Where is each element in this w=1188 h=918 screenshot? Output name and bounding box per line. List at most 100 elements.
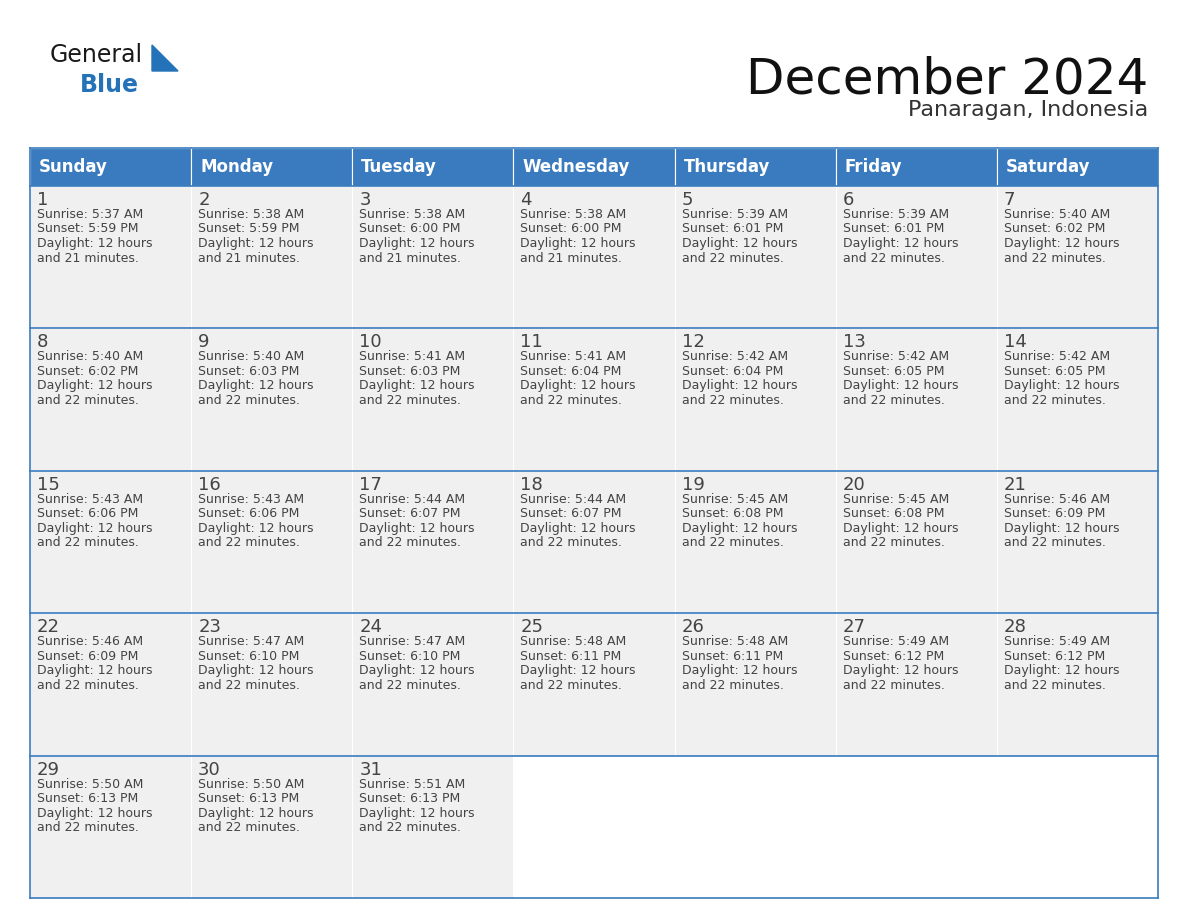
Bar: [675, 613, 835, 756]
Text: and 21 minutes.: and 21 minutes.: [37, 252, 139, 264]
Text: Sunset: 6:02 PM: Sunset: 6:02 PM: [1004, 222, 1105, 236]
Text: Sunset: 6:11 PM: Sunset: 6:11 PM: [520, 650, 621, 663]
Text: 19: 19: [682, 476, 704, 494]
Text: Sunrise: 5:49 AM: Sunrise: 5:49 AM: [1004, 635, 1110, 648]
Text: Sunrise: 5:40 AM: Sunrise: 5:40 AM: [1004, 208, 1110, 221]
Bar: [513, 613, 675, 756]
Text: 24: 24: [359, 618, 383, 636]
Text: 27: 27: [842, 618, 866, 636]
Text: Sunrise: 5:50 AM: Sunrise: 5:50 AM: [37, 778, 144, 790]
Text: and 22 minutes.: and 22 minutes.: [37, 394, 139, 407]
Text: 4: 4: [520, 191, 532, 209]
Text: 29: 29: [37, 761, 61, 778]
Text: Sunset: 5:59 PM: Sunset: 5:59 PM: [37, 222, 139, 236]
Bar: [513, 186, 675, 329]
Bar: [30, 471, 191, 613]
Text: Panaragan, Indonesia: Panaragan, Indonesia: [908, 100, 1148, 120]
Text: Sunset: 6:06 PM: Sunset: 6:06 PM: [198, 508, 299, 521]
Text: Sunrise: 5:39 AM: Sunrise: 5:39 AM: [682, 208, 788, 221]
Text: Daylight: 12 hours: Daylight: 12 hours: [198, 521, 314, 535]
Text: Daylight: 12 hours: Daylight: 12 hours: [842, 237, 959, 250]
Text: and 22 minutes.: and 22 minutes.: [682, 536, 783, 549]
Text: Sunrise: 5:41 AM: Sunrise: 5:41 AM: [359, 351, 466, 364]
Text: Sunrise: 5:41 AM: Sunrise: 5:41 AM: [520, 351, 626, 364]
Text: Sunrise: 5:40 AM: Sunrise: 5:40 AM: [198, 351, 304, 364]
Bar: [191, 613, 353, 756]
Text: Sunset: 6:07 PM: Sunset: 6:07 PM: [359, 508, 461, 521]
Text: and 22 minutes.: and 22 minutes.: [842, 394, 944, 407]
Text: Sunrise: 5:45 AM: Sunrise: 5:45 AM: [682, 493, 788, 506]
Text: 9: 9: [198, 333, 209, 352]
Text: Sunrise: 5:47 AM: Sunrise: 5:47 AM: [198, 635, 304, 648]
Bar: [997, 148, 1158, 186]
Bar: [513, 148, 675, 186]
Text: Sunset: 6:04 PM: Sunset: 6:04 PM: [520, 364, 621, 378]
Text: Sunday: Sunday: [39, 158, 108, 176]
Text: Daylight: 12 hours: Daylight: 12 hours: [359, 379, 475, 392]
Bar: [513, 329, 675, 471]
Text: Daylight: 12 hours: Daylight: 12 hours: [520, 665, 636, 677]
Text: and 22 minutes.: and 22 minutes.: [1004, 536, 1106, 549]
Text: and 22 minutes.: and 22 minutes.: [1004, 678, 1106, 691]
Text: 22: 22: [37, 618, 61, 636]
Text: Sunset: 6:00 PM: Sunset: 6:00 PM: [520, 222, 623, 236]
Text: 1: 1: [37, 191, 49, 209]
Text: and 22 minutes.: and 22 minutes.: [682, 252, 783, 264]
Text: 26: 26: [682, 618, 704, 636]
Text: 14: 14: [1004, 333, 1026, 352]
Text: Sunrise: 5:44 AM: Sunrise: 5:44 AM: [359, 493, 466, 506]
Text: Daylight: 12 hours: Daylight: 12 hours: [198, 237, 314, 250]
Text: Sunset: 6:09 PM: Sunset: 6:09 PM: [1004, 508, 1105, 521]
Text: Daylight: 12 hours: Daylight: 12 hours: [1004, 237, 1119, 250]
Text: and 22 minutes.: and 22 minutes.: [682, 394, 783, 407]
Text: 31: 31: [359, 761, 383, 778]
Bar: [997, 613, 1158, 756]
Text: and 22 minutes.: and 22 minutes.: [198, 678, 301, 691]
Text: Sunset: 6:05 PM: Sunset: 6:05 PM: [1004, 364, 1105, 378]
Text: Daylight: 12 hours: Daylight: 12 hours: [1004, 521, 1119, 535]
Text: Sunset: 6:10 PM: Sunset: 6:10 PM: [198, 650, 299, 663]
Bar: [835, 756, 997, 898]
Text: Daylight: 12 hours: Daylight: 12 hours: [520, 521, 636, 535]
Bar: [353, 756, 513, 898]
Text: Daylight: 12 hours: Daylight: 12 hours: [359, 521, 475, 535]
Bar: [675, 756, 835, 898]
Text: and 22 minutes.: and 22 minutes.: [359, 394, 461, 407]
Text: Daylight: 12 hours: Daylight: 12 hours: [37, 807, 152, 820]
Text: Daylight: 12 hours: Daylight: 12 hours: [1004, 665, 1119, 677]
Text: Thursday: Thursday: [683, 158, 770, 176]
Bar: [835, 329, 997, 471]
Text: 16: 16: [198, 476, 221, 494]
Text: Daylight: 12 hours: Daylight: 12 hours: [520, 379, 636, 392]
Bar: [675, 148, 835, 186]
Text: Sunset: 6:12 PM: Sunset: 6:12 PM: [842, 650, 944, 663]
Text: 11: 11: [520, 333, 543, 352]
Text: Sunrise: 5:51 AM: Sunrise: 5:51 AM: [359, 778, 466, 790]
Bar: [997, 756, 1158, 898]
Text: Sunset: 5:59 PM: Sunset: 5:59 PM: [198, 222, 299, 236]
Text: 21: 21: [1004, 476, 1026, 494]
Text: and 22 minutes.: and 22 minutes.: [359, 678, 461, 691]
Text: 30: 30: [198, 761, 221, 778]
Text: Daylight: 12 hours: Daylight: 12 hours: [520, 237, 636, 250]
Text: 23: 23: [198, 618, 221, 636]
Text: and 22 minutes.: and 22 minutes.: [198, 394, 301, 407]
Text: and 22 minutes.: and 22 minutes.: [37, 821, 139, 834]
Bar: [997, 329, 1158, 471]
Text: Sunrise: 5:48 AM: Sunrise: 5:48 AM: [520, 635, 627, 648]
Text: Sunrise: 5:46 AM: Sunrise: 5:46 AM: [1004, 493, 1110, 506]
Bar: [191, 471, 353, 613]
Text: Daylight: 12 hours: Daylight: 12 hours: [1004, 379, 1119, 392]
Bar: [353, 186, 513, 329]
Text: Daylight: 12 hours: Daylight: 12 hours: [198, 379, 314, 392]
Text: Sunrise: 5:48 AM: Sunrise: 5:48 AM: [682, 635, 788, 648]
Text: Sunrise: 5:43 AM: Sunrise: 5:43 AM: [198, 493, 304, 506]
Text: and 22 minutes.: and 22 minutes.: [1004, 252, 1106, 264]
Text: Sunrise: 5:46 AM: Sunrise: 5:46 AM: [37, 635, 143, 648]
Text: 6: 6: [842, 191, 854, 209]
Text: Tuesday: Tuesday: [361, 158, 437, 176]
Text: Sunset: 6:06 PM: Sunset: 6:06 PM: [37, 508, 138, 521]
Text: and 22 minutes.: and 22 minutes.: [359, 821, 461, 834]
Text: Daylight: 12 hours: Daylight: 12 hours: [37, 521, 152, 535]
Bar: [191, 329, 353, 471]
